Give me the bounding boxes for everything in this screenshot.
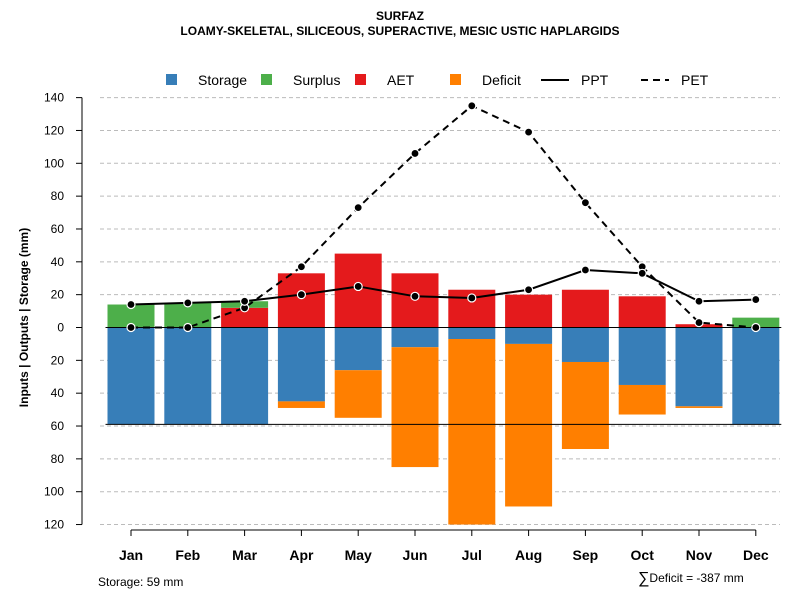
legend-swatch-storage (166, 74, 177, 85)
pet-point-may (353, 203, 363, 213)
ppt-point-oct (637, 268, 647, 278)
aet-bar-sep (561, 289, 609, 328)
x-tick-label-sep: Sep (573, 547, 599, 563)
storage-bar-dec (732, 327, 780, 425)
deficit-bar-apr (277, 401, 325, 408)
ppt-point-jul (467, 293, 477, 303)
aet-bar-oct (618, 296, 666, 328)
ppt-point-mar (240, 296, 250, 306)
legend-label-aet: AET (387, 72, 415, 88)
pet-line (131, 104, 756, 329)
legend-label-storage: Storage (198, 72, 247, 88)
ppt-line (130, 269, 756, 306)
x-tick-label-aug: Aug (515, 547, 542, 563)
x-tick-label-jan: Jan (119, 547, 143, 563)
x-tick-label-apr: Apr (289, 547, 314, 563)
pet-point-jun (410, 148, 420, 159)
x-tick-label-oct: Oct (631, 547, 655, 563)
y-tick-label: 20 (51, 288, 65, 302)
aet-bar-aug (505, 294, 553, 328)
storage-bar-nov (675, 327, 723, 407)
deficit-bar-oct (618, 384, 666, 415)
chart-subtitle: LOAMY-SKELETAL, SILICEOUS, SUPERACTIVE, … (180, 24, 620, 38)
deficit-bar-jul (448, 338, 496, 525)
pet-point-feb (183, 322, 193, 333)
x-tick-label-feb: Feb (175, 547, 200, 563)
ppt-point-aug (523, 285, 534, 295)
legend-label-deficit: Deficit (482, 72, 521, 88)
storage-bar-jun (391, 327, 439, 348)
ppt-point-feb (183, 298, 193, 308)
legend-label-surplus: Surplus (293, 72, 340, 88)
pet-point-jan (126, 322, 136, 333)
x-tick-label-may: May (345, 547, 372, 563)
y-tick-label: 120 (44, 123, 64, 137)
y-tick-label: 100 (44, 485, 64, 499)
x-tick-label-jul: Jul (462, 547, 482, 563)
deficit-bar-sep (561, 361, 609, 450)
chart-title: SURFAZ (376, 9, 424, 23)
y-tick-label: 120 (44, 518, 64, 532)
y-tick-label: 20 (51, 353, 65, 367)
deficit-bar-aug (505, 343, 553, 507)
storage-bar-aug (505, 327, 553, 344)
legend-label-pet: PET (681, 72, 709, 88)
x-tick-label-nov: Nov (686, 547, 713, 563)
ppt-point-nov (694, 296, 704, 306)
storage-bar-sep (561, 327, 609, 362)
storage-bar-may (334, 327, 382, 371)
ppt-point-may (353, 281, 363, 292)
storage-bar-feb (164, 327, 212, 425)
legend-swatch-surplus (261, 74, 272, 85)
y-tick-label: 60 (51, 222, 65, 236)
y-tick-label: 0 (57, 321, 64, 335)
ppt-point-jan (126, 299, 136, 310)
pet-point-dec (751, 322, 761, 333)
storage-bar-mar (221, 327, 269, 425)
deficit-bar-nov (675, 406, 723, 408)
y-tick-label: 40 (51, 255, 65, 269)
legend-label-ppt: PPT (581, 72, 609, 88)
ppt-point-apr (296, 290, 306, 300)
storage-footnote: Storage: 59 mm (98, 575, 184, 589)
deficit-bar-may (334, 370, 382, 418)
x-tick-label-dec: Dec (743, 547, 769, 563)
y-tick-label: 100 (44, 156, 64, 170)
ppt-point-jun (410, 291, 420, 301)
storage-bar-jul (448, 327, 496, 339)
y-tick-label: 80 (51, 189, 65, 203)
sigma-symbol: ∑ (638, 570, 650, 587)
aet-bar-apr (277, 273, 325, 328)
deficit-total: Deficit = -387 mm (649, 571, 744, 585)
storage-bar-jan (107, 327, 155, 425)
ppt-point-sep (580, 265, 591, 275)
x-tick-label-mar: Mar (232, 547, 257, 563)
deficit-footnote: ∑Deficit = -387 mm (638, 570, 744, 588)
y-axis-label: Inputs | Outputs | Storage (mm) (17, 228, 31, 407)
storage-bar-apr (277, 327, 325, 402)
y-tick-label: 40 (51, 386, 65, 400)
legend-swatch-aet (355, 74, 366, 85)
legend-swatch-deficit (450, 74, 461, 85)
ppt-point-dec (751, 294, 761, 305)
pet-point-jul (467, 101, 477, 111)
storage-bar-oct (618, 327, 666, 385)
pet-point-aug (523, 127, 534, 137)
y-tick-label: 80 (51, 452, 65, 466)
y-tick-label: 140 (44, 91, 64, 105)
pet-point-sep (580, 198, 591, 208)
surplus-bar-dec (732, 317, 780, 328)
aet-bar-mar (221, 307, 269, 328)
y-tick-label: 60 (51, 419, 65, 433)
deficit-bar-jun (391, 347, 439, 468)
pet-point-apr (296, 262, 306, 272)
pet-point-nov (694, 317, 704, 328)
surplus-bar-jan (107, 304, 155, 328)
x-tick-label-jun: Jun (403, 547, 428, 563)
